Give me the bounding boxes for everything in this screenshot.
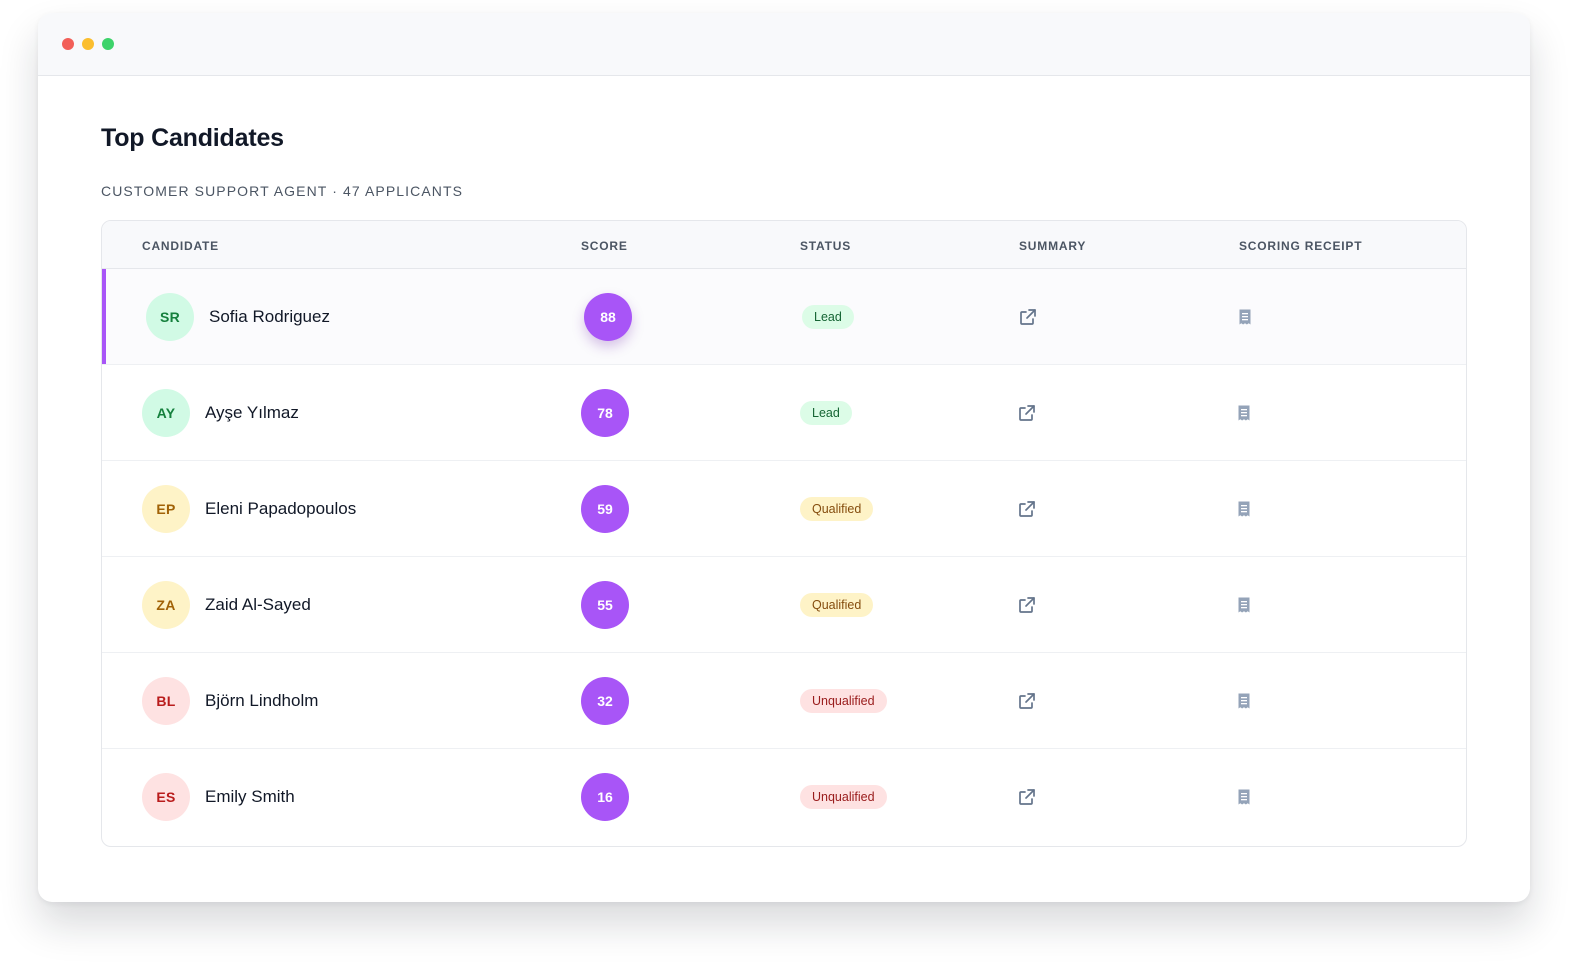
avatar: AY bbox=[142, 389, 190, 437]
candidate-name[interactable]: Zaid Al-Sayed bbox=[205, 595, 311, 614]
avatar: ZA bbox=[142, 581, 190, 629]
receipt-icon bbox=[1238, 693, 1250, 709]
receipt-icon bbox=[1238, 501, 1250, 517]
column-header-score[interactable]: SCORE bbox=[581, 239, 628, 253]
open-summary-button[interactable] bbox=[1017, 595, 1037, 615]
score-badge: 32 bbox=[581, 677, 629, 725]
candidate-name[interactable]: Sofia Rodriguez bbox=[209, 307, 330, 326]
column-header-candidate[interactable]: CANDIDATE bbox=[142, 239, 219, 253]
receipt-icon bbox=[1238, 597, 1250, 613]
candidate-name[interactable]: Ayşe Yılmaz bbox=[205, 403, 299, 422]
page-title: Top Candidates bbox=[101, 124, 284, 152]
score-badge: 88 bbox=[584, 293, 632, 341]
close-window-button[interactable] bbox=[62, 38, 74, 50]
open-scoring-receipt-button[interactable] bbox=[1234, 499, 1254, 519]
open-scoring-receipt-button[interactable] bbox=[1234, 691, 1254, 711]
external-link-icon bbox=[1019, 405, 1035, 421]
column-header-summary[interactable]: SUMMARY bbox=[1019, 239, 1087, 253]
column-header-scoring-receipt[interactable]: SCORING RECEIPT bbox=[1239, 239, 1363, 253]
window-titlebar bbox=[38, 13, 1530, 76]
open-summary-button[interactable] bbox=[1018, 307, 1038, 327]
table-row[interactable]: ES Emily Smith 16 Unqualified bbox=[102, 749, 1466, 845]
avatar: EP bbox=[142, 485, 190, 533]
app-window: Top Candidates CUSTOMER SUPPORT AGENT · … bbox=[38, 13, 1530, 902]
open-summary-button[interactable] bbox=[1017, 499, 1037, 519]
status-badge: Lead bbox=[800, 401, 852, 425]
open-scoring-receipt-button[interactable] bbox=[1234, 595, 1254, 615]
status-badge: Unqualified bbox=[800, 689, 887, 713]
table-header: CANDIDATE SCORE STATUS SUMMARY SCORING R… bbox=[102, 221, 1466, 269]
minimize-window-button[interactable] bbox=[82, 38, 94, 50]
page-subtitle: CUSTOMER SUPPORT AGENT · 47 APPLICANTS bbox=[101, 183, 464, 199]
open-scoring-receipt-button[interactable] bbox=[1234, 403, 1254, 423]
table-row[interactable]: SR Sofia Rodriguez 88 Lead bbox=[102, 269, 1466, 365]
external-link-icon bbox=[1019, 789, 1035, 805]
external-link-icon bbox=[1019, 597, 1035, 613]
open-summary-button[interactable] bbox=[1017, 787, 1037, 807]
candidate-name[interactable]: Eleni Papadopoulos bbox=[205, 499, 357, 518]
column-header-status[interactable]: STATUS bbox=[800, 239, 852, 253]
external-link-icon bbox=[1019, 501, 1035, 517]
status-badge: Lead bbox=[802, 305, 854, 329]
maximize-window-button[interactable] bbox=[102, 38, 114, 50]
status-badge: Unqualified bbox=[800, 785, 887, 809]
open-summary-button[interactable] bbox=[1017, 403, 1037, 423]
open-scoring-receipt-button[interactable] bbox=[1235, 307, 1255, 327]
table-row[interactable]: AY Ayşe Yılmaz 78 Lead bbox=[102, 365, 1466, 461]
score-badge: 78 bbox=[581, 389, 629, 437]
receipt-icon bbox=[1239, 309, 1251, 325]
status-badge: Qualified bbox=[800, 497, 874, 521]
candidates-table: CANDIDATE SCORE STATUS SUMMARY SCORING R… bbox=[101, 220, 1467, 847]
table-row[interactable]: ZA Zaid Al-Sayed 55 Qualified bbox=[102, 557, 1466, 653]
table-row[interactable]: EP Eleni Papadopoulos 59 Qualified bbox=[102, 461, 1466, 557]
score-badge: 55 bbox=[581, 581, 629, 629]
external-link-icon bbox=[1019, 693, 1035, 709]
status-badge: Qualified bbox=[800, 593, 874, 617]
table-row[interactable]: BL Björn Lindholm 32 Unqualified bbox=[102, 653, 1466, 749]
avatar: BL bbox=[142, 677, 190, 725]
avatar: SR bbox=[146, 293, 194, 341]
candidate-name[interactable]: Björn Lindholm bbox=[205, 691, 319, 710]
receipt-icon bbox=[1238, 789, 1250, 805]
external-link-icon bbox=[1020, 309, 1036, 325]
score-badge: 59 bbox=[581, 485, 629, 533]
receipt-icon bbox=[1238, 405, 1250, 421]
candidate-name[interactable]: Emily Smith bbox=[205, 787, 295, 806]
score-badge: 16 bbox=[581, 773, 629, 821]
avatar: ES bbox=[142, 773, 190, 821]
open-summary-button[interactable] bbox=[1017, 691, 1037, 711]
open-scoring-receipt-button[interactable] bbox=[1234, 787, 1254, 807]
